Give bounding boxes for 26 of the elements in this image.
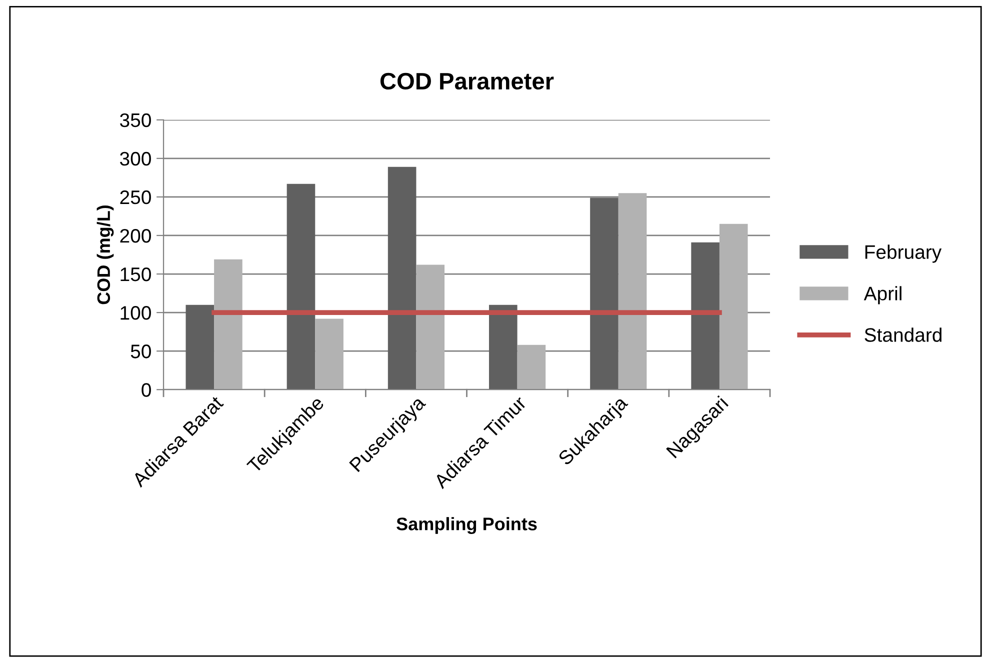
bar (719, 224, 748, 390)
y-tick-label: 50 (130, 344, 151, 358)
bar (388, 166, 416, 390)
bar (489, 304, 518, 390)
y-tick-label: 350 (120, 113, 151, 128)
bar (315, 318, 344, 390)
bar (691, 242, 720, 390)
y-tick-label: 150 (120, 267, 151, 282)
bar (286, 184, 316, 390)
bar (416, 264, 445, 390)
y-tick-label: 300 (120, 152, 151, 166)
bar (517, 344, 546, 390)
x-axis-title: Sampling Points (396, 517, 537, 534)
chart-title: COD Parameter (380, 72, 554, 90)
y-tick-label: 200 (120, 228, 151, 243)
y-tick-label: 250 (120, 190, 151, 204)
bar (590, 198, 618, 390)
bar (186, 304, 214, 390)
legend-label: Standard (864, 328, 942, 342)
legend-label: February (865, 244, 942, 263)
y-tick-label: 0 (142, 383, 151, 397)
y-axis-title: COD (mg/L) (96, 205, 114, 304)
y-tick-label: 100 (120, 306, 151, 320)
legend-label: April (864, 286, 902, 304)
bar (618, 193, 647, 390)
bar (214, 259, 242, 390)
